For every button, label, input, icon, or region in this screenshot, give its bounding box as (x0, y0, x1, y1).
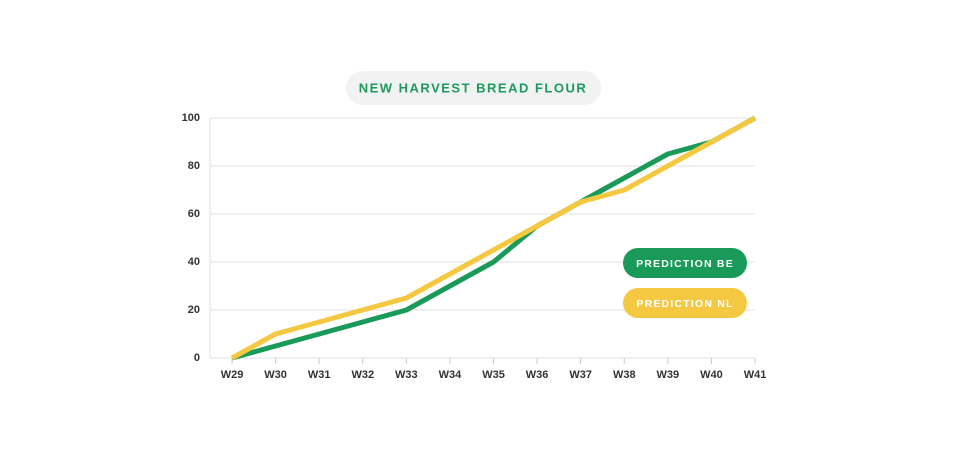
x-tick-label: W34 (439, 369, 463, 381)
legend-label: PREDICTION NL (636, 298, 733, 310)
x-tick-label: W30 (264, 369, 287, 381)
chart-title: NEW HARVEST BREAD FLOUR (359, 80, 588, 95)
x-tick-label: W37 (569, 369, 592, 381)
title-pill (346, 71, 601, 105)
x-tick-label: W40 (700, 369, 723, 381)
legend-label: PREDICTION BE (636, 258, 734, 270)
x-tick-label: W29 (221, 369, 244, 381)
y-tick-label: 0 (194, 352, 200, 364)
series-line (231, 115, 757, 361)
y-tick-label: 20 (188, 304, 200, 316)
y-tick-label: 100 (182, 112, 200, 124)
legend-swatch (623, 248, 747, 278)
x-tick-label: W36 (526, 369, 549, 381)
x-tick-label: W39 (657, 369, 680, 381)
x-tick-label: W38 (613, 369, 636, 381)
x-tick-label: W41 (744, 369, 767, 381)
x-tick-label: W33 (395, 369, 418, 381)
x-tick-label: W32 (351, 369, 374, 381)
y-tick-label: 80 (188, 160, 200, 172)
x-tick-label: W35 (482, 369, 505, 381)
y-tick-label: 60 (188, 208, 200, 220)
x-tick-label: W31 (308, 369, 331, 381)
legend-swatch (623, 288, 747, 318)
y-tick-label: 40 (188, 256, 200, 268)
series-line (230, 115, 757, 361)
